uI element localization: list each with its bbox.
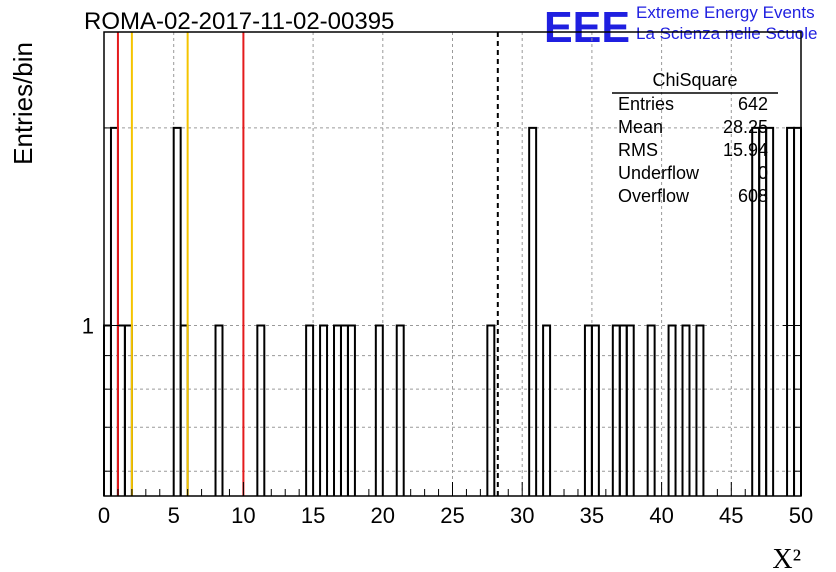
x-tick-label: 35: [580, 503, 604, 528]
x-tick-label: 5: [168, 503, 180, 528]
x-tick-label: 20: [371, 503, 395, 528]
histogram-bin: [103, 324, 112, 496]
histogram-bin: [172, 126, 182, 496]
eee-logo: EEE: [544, 3, 630, 48]
histogram-bin: [109, 126, 119, 496]
stats-value: 642: [738, 94, 768, 114]
stats-label: RMS: [618, 140, 658, 160]
histogram-bin: [179, 324, 189, 496]
histogram-bin: [528, 126, 538, 496]
histogram-bin: [667, 324, 677, 496]
axis-labels: 0 5 10 15 20 25 30 35 40 45 50 1 X² Entries/bin: [8, 42, 813, 572]
histogram-bin: [758, 126, 768, 496]
x-tick-label: 0: [98, 503, 110, 528]
histogram-bin: [374, 324, 384, 496]
stats-box: ChiSquare Entries 642 Mean 28.25 RMS 15.94 Unde…: [612, 70, 778, 206]
x-tick-label: 30: [510, 503, 534, 528]
stats-label: Entries: [618, 94, 674, 114]
histogram-bin: [339, 324, 349, 496]
histogram-bin: [793, 126, 802, 496]
x-axis-label: X²: [772, 544, 801, 572]
histogram-bin: [542, 324, 552, 496]
x-tick-label: 15: [301, 503, 325, 528]
histogram-bin: [319, 324, 329, 496]
histogram-bin: [583, 324, 593, 496]
histogram-bin: [681, 324, 691, 496]
stats-value: 0: [758, 163, 768, 183]
histogram-bin: [256, 324, 266, 496]
stats-value: 28.25: [723, 117, 768, 137]
histogram-bin: [123, 324, 133, 496]
x-tick-label: 45: [719, 503, 743, 528]
stats-label: Overflow: [618, 186, 690, 206]
logo-caption: Extreme Energy Events La Scienza nelle S…: [636, 2, 817, 44]
y-axis-label: Entries/bin: [8, 42, 38, 165]
histogram-bin: [695, 324, 705, 496]
histogram-bin: [765, 126, 775, 496]
stats-value: 15.94: [723, 140, 768, 160]
histogram-bin: [646, 324, 656, 496]
histogram-bin: [305, 324, 315, 496]
histogram-marks: [103, 126, 802, 496]
histogram-bin: [214, 324, 224, 496]
chart-title: ROMA-02-2017-11-02-00395: [84, 8, 395, 35]
histogram-bin: [590, 324, 600, 496]
histogram-bin: [333, 324, 342, 496]
logo-mark: EEE: [544, 3, 630, 48]
logo-line-2: La Scienza nelle Scuole: [636, 24, 818, 43]
histogram-bin: [618, 324, 628, 496]
x-tick-label: 25: [440, 503, 464, 528]
axis-ticks: [103, 127, 802, 496]
y-tick-label: 1: [82, 314, 94, 339]
x-tick-label: 10: [231, 503, 255, 528]
histogram-bin: [786, 126, 796, 496]
histogram-bin: [395, 324, 405, 496]
histogram-bin: [611, 324, 621, 496]
histogram-bin: [751, 126, 761, 496]
x-tick-label: 50: [789, 503, 813, 528]
stats-value: 608: [738, 186, 768, 206]
stats-label: Mean: [618, 117, 663, 137]
histogram-bin: [625, 324, 635, 496]
histogram-bin: [486, 324, 496, 496]
histogram-bin: [346, 324, 356, 496]
reference-lines: [116, 32, 499, 496]
logo-line-1: Extreme Energy Events: [636, 3, 815, 22]
x-tick-label: 40: [649, 503, 673, 528]
histogram-bin: [116, 324, 126, 496]
stats-label: Underflow: [618, 163, 700, 183]
stats-name: ChiSquare: [652, 70, 737, 90]
